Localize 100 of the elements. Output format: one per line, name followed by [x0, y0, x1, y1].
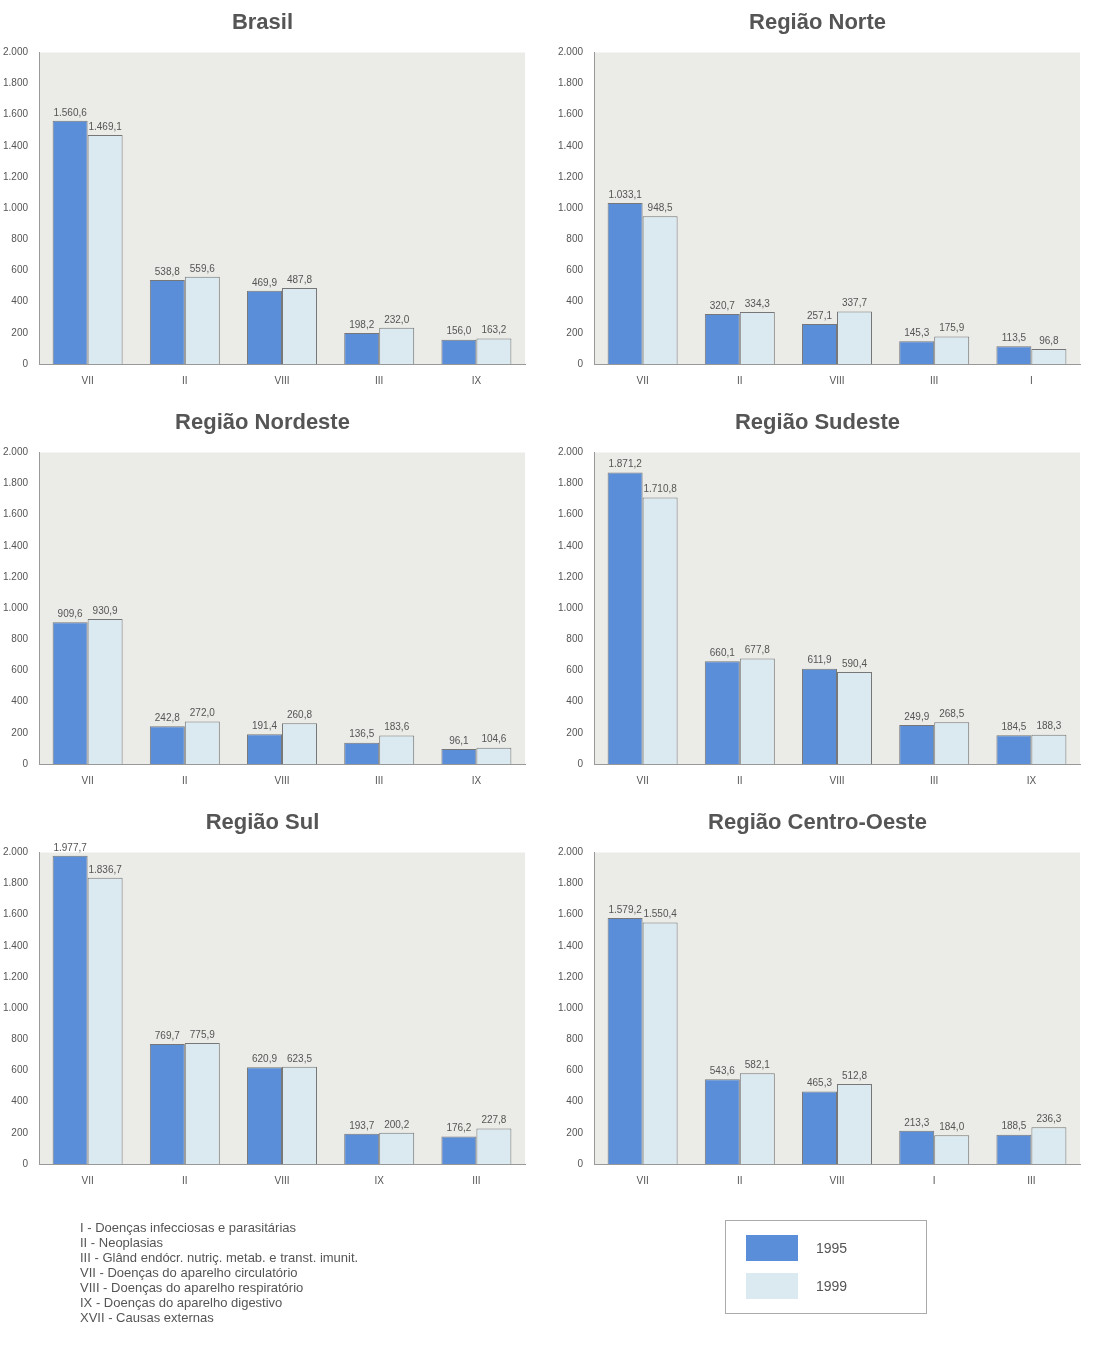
data-label: 227,8: [481, 1114, 507, 1126]
x-tick-label: III: [472, 1174, 481, 1186]
y-tick-label: 1.400: [2, 539, 29, 551]
y-tick-label: 1.600: [2, 908, 29, 920]
x-tick-label: IX: [374, 1174, 385, 1186]
data-label: 232,0: [384, 313, 410, 325]
data-label: 620,9: [252, 1053, 278, 1065]
data-label: 538,8: [154, 265, 181, 277]
x-tick-label: VII: [81, 774, 94, 786]
y-tick-label: 600: [566, 264, 584, 276]
y-tick-label: 1.400: [557, 939, 584, 951]
chart-title: Região Sul: [205, 809, 320, 835]
data-label: 677,8: [744, 644, 771, 656]
x-tick-label: VIII: [274, 1174, 290, 1186]
data-label: 198,2: [349, 318, 375, 330]
data-label: 769,7: [154, 1029, 181, 1041]
data-label: 1.977,7: [53, 841, 88, 853]
data-label: 145,3: [904, 327, 930, 339]
y-tick-label: 1.200: [2, 570, 29, 582]
x-tick-label: II: [182, 374, 188, 386]
data-label: 260,8: [286, 709, 313, 721]
data-label: 320,7: [709, 299, 736, 311]
x-tick-label: VII: [81, 1174, 94, 1186]
data-label: 512,8: [841, 1069, 868, 1081]
legend-label: 1995: [816, 1240, 848, 1256]
y-tick-label: 200: [566, 726, 584, 738]
y-tick-label: 1.200: [2, 170, 29, 182]
text: IX - Doenças do aparelho digestivo: [80, 1295, 284, 1310]
y-tick-label: 1.400: [557, 139, 584, 151]
x-tick-label: VIII: [829, 1174, 845, 1186]
y-tick-label: 1.600: [2, 508, 29, 520]
y-tick-label: 1.400: [2, 139, 29, 151]
data-label: 136,5: [349, 728, 375, 740]
data-label: 191,4: [252, 719, 278, 731]
data-label: 660,1: [709, 646, 736, 658]
data-label: 272,0: [189, 707, 216, 719]
y-tick-label: 1.400: [557, 539, 584, 551]
y-tick-label: 800: [566, 633, 584, 645]
data-label: 582,1: [744, 1059, 771, 1071]
y-tick-label: 600: [566, 664, 584, 676]
data-label: 200,2: [384, 1118, 410, 1130]
data-label: 623,5: [286, 1052, 313, 1064]
data-label: 104,6: [481, 733, 507, 745]
x-tick-label: IX: [1026, 774, 1037, 786]
data-label: 193,7: [349, 1119, 375, 1131]
y-tick-label: 600: [11, 1064, 29, 1076]
y-tick-label: 200: [566, 1126, 584, 1138]
y-tick-label: 1.000: [557, 1001, 584, 1013]
y-tick-label: 800: [566, 1033, 584, 1045]
y-tick-label: 200: [566, 326, 584, 338]
data-label: 184,5: [1001, 721, 1027, 732]
x-tick-label: VIII: [274, 774, 290, 786]
y-tick-label: 1.200: [2, 970, 29, 982]
y-tick-label: 1.400: [2, 939, 29, 951]
y-tick-label: 1.200: [557, 570, 584, 582]
data-label: 175,9: [939, 322, 965, 334]
chart-title: Região Nordeste: [175, 409, 350, 435]
x-tick-label: I: [932, 1174, 936, 1186]
x-tick-label: VII: [636, 1174, 649, 1186]
data-label: 559,6: [189, 262, 216, 274]
text: III - Glând endócr. nutriç. metab. e transt. imunit.: [80, 1250, 360, 1265]
y-tick-label: 1.800: [2, 477, 29, 489]
y-tick-label: 200: [11, 326, 29, 338]
x-tick-label: II: [182, 1174, 188, 1186]
x-tick-label: III: [375, 774, 384, 786]
x-tick-label: II: [737, 374, 743, 386]
y-tick-label: 0: [577, 1157, 584, 1169]
y-tick-label: 1.800: [2, 77, 29, 89]
y-tick-label: 1.600: [557, 508, 584, 520]
data-label: 176,2: [446, 1122, 472, 1134]
x-tick-label: IX: [471, 774, 482, 786]
y-tick-label: 2.000: [2, 846, 29, 858]
chart-title: Região Centro-Oeste: [708, 809, 927, 835]
text: I - Doenças infecciosas e parasitárias: [80, 1220, 298, 1235]
data-label: 487,8: [286, 273, 313, 285]
data-label: 611,9: [807, 654, 833, 666]
y-tick-label: 1.200: [557, 170, 584, 182]
y-tick-label: 1.000: [2, 201, 29, 213]
y-tick-label: 1.000: [557, 601, 584, 613]
y-tick-label: 1.000: [557, 201, 584, 213]
x-tick-label: III: [375, 374, 384, 386]
data-label: 236,3: [1036, 1112, 1062, 1124]
x-tick-label: VIII: [829, 374, 845, 386]
data-label: 188,5: [1001, 1120, 1027, 1132]
y-tick-label: 200: [11, 1126, 29, 1138]
x-tick-label: IX: [471, 374, 482, 386]
chart-title: Região Sudeste: [734, 409, 901, 435]
y-tick-label: 400: [11, 695, 29, 707]
y-tick-label: 600: [11, 264, 29, 276]
data-label: 1.560,6: [53, 106, 88, 118]
data-label: 337,7: [841, 297, 868, 309]
y-tick-label: 1.200: [557, 970, 584, 982]
text: VIII - Doenças do aparelho respiratório: [80, 1280, 305, 1295]
data-label: 948,5: [647, 201, 674, 213]
data-label: 257,1: [807, 309, 833, 321]
y-tick-label: 400: [566, 1095, 584, 1107]
y-tick-label: 600: [11, 664, 29, 676]
data-label: 1.469,1: [88, 120, 123, 132]
text: VII - Doenças do aparelho circulatório: [80, 1265, 299, 1280]
data-label: 1.836,7: [88, 863, 123, 875]
